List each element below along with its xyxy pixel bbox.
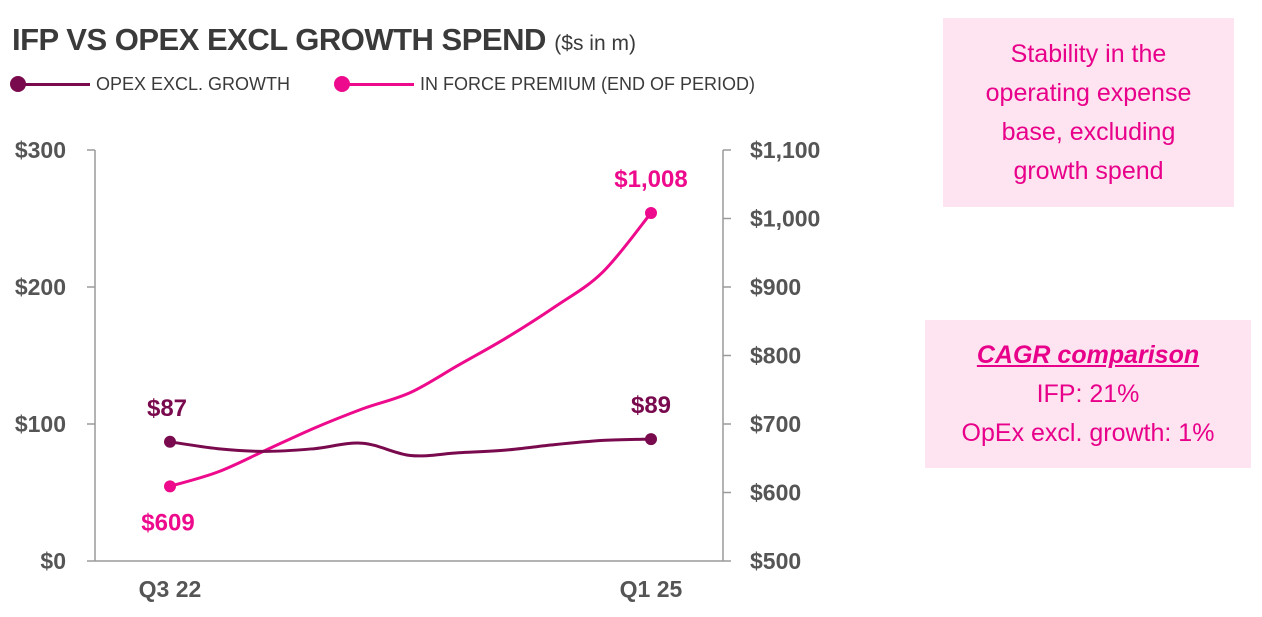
left-tick-label: $100	[15, 411, 66, 437]
cagr-opex: OpEx excl. growth: 1%	[961, 418, 1215, 447]
cagr-ifp: IFP: 21%	[1036, 379, 1140, 408]
chart-title: IFP VS OPEX EXCL GROWTH SPEND ($s in m)	[12, 22, 636, 58]
left-tick-label: $200	[15, 274, 66, 300]
right-tick-label: $500	[750, 548, 801, 574]
legend-label-ifp: IN FORCE PREMIUM (END OF PERIOD)	[420, 73, 756, 94]
ifp-series-line	[169, 212, 653, 488]
line-chart: $0 $100 $200 $300 $500 $600 $700 $800 $900 $1,000…	[15, 137, 821, 602]
left-tick-label: $0	[40, 548, 66, 574]
x-tick-label: Q1 25	[620, 576, 683, 602]
stability-line: growth spend	[1013, 156, 1164, 185]
cagr-heading: CAGR comparison	[976, 340, 1200, 369]
chart-title-unit: ($s in m)	[554, 32, 636, 55]
legend-swatch-ifp	[334, 74, 415, 94]
stability-line: Stability in the	[1010, 39, 1167, 68]
legend-swatch-opex	[10, 74, 90, 94]
cagr-callout: CAGR comparison IFP: 21% OpEx excl. grow…	[925, 320, 1251, 468]
opex-series-line	[169, 437, 652, 458]
stability-line: operating expense	[985, 78, 1192, 107]
opex-end-label: $89	[631, 392, 671, 419]
opex-start-label: $87	[147, 395, 187, 422]
ifp-end-label: $1,008	[614, 166, 687, 193]
left-tick-label: $300	[15, 137, 66, 163]
right-tick-label: $800	[750, 343, 801, 369]
opex-point	[164, 435, 176, 448]
legend-item-opex: OPEX EXCL. GROWTH	[10, 74, 290, 95]
stability-callout: Stability in the operating expense base,…	[943, 18, 1234, 207]
right-tick-label: $1,000	[750, 206, 820, 232]
ifp-point	[645, 207, 657, 220]
opex-point	[645, 433, 657, 446]
right-tick-label: $600	[750, 480, 801, 506]
legend-label-opex: OPEX EXCL. GROWTH	[96, 73, 291, 94]
right-tick-label: $900	[750, 274, 801, 300]
chart-legend: OPEX EXCL. GROWTH IN FORCE PREMIUM (END …	[10, 70, 799, 98]
ifp-point	[164, 480, 176, 493]
x-tick-label: Q3 22	[139, 576, 202, 602]
right-tick-label: $1,100	[750, 137, 820, 163]
ifp-start-label: $609	[141, 509, 194, 536]
stability-line: base, excluding	[1001, 117, 1176, 146]
chart-title-main: IFP VS OPEX EXCL GROWTH SPEND	[12, 22, 546, 57]
right-tick-label: $700	[750, 411, 801, 437]
legend-item-ifp: IN FORCE PREMIUM (END OF PERIOD)	[334, 74, 755, 95]
